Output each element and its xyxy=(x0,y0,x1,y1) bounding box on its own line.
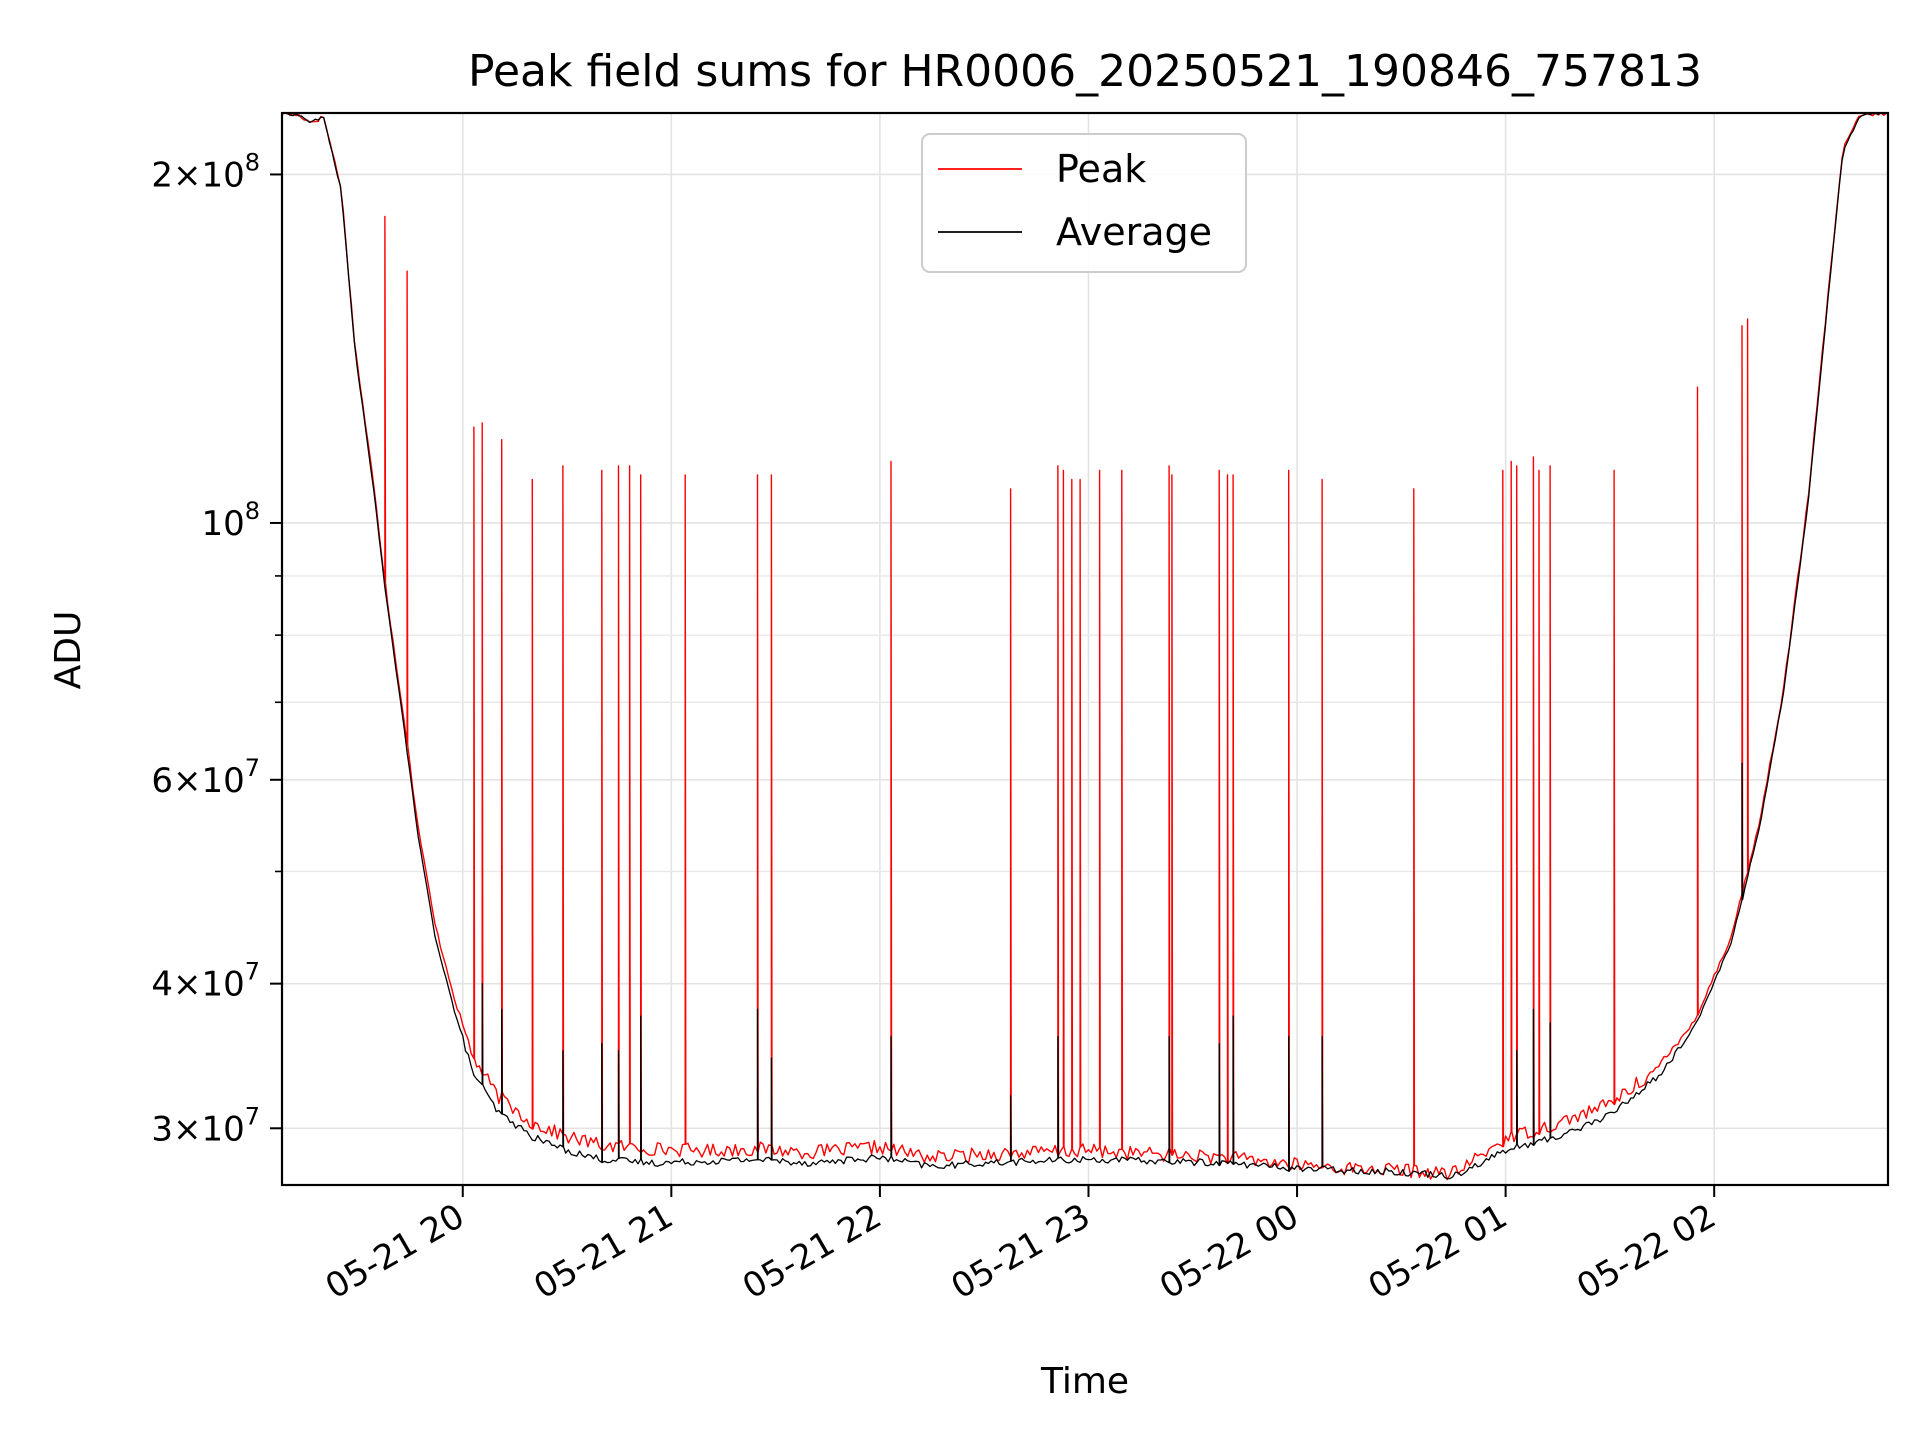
x-tick-label: 05-22 00 xyxy=(1153,1196,1305,1307)
x-tick-label: 05-22 01 xyxy=(1362,1196,1514,1307)
y-axis-ticks: 2×108 108 6×107 4×107 3×107 xyxy=(151,148,282,1149)
legend: Peak Average xyxy=(921,133,1247,273)
plot-series xyxy=(281,112,1888,1181)
x-tick-label: 05-21 23 xyxy=(945,1196,1097,1307)
x-tick-label: 05-21 21 xyxy=(527,1196,679,1307)
x-axis-label: Time xyxy=(1040,1361,1129,1402)
y-tick-label: 2×108 xyxy=(151,148,260,195)
y-tick-label: 4×107 xyxy=(151,958,260,1005)
y-tick-label: 108 xyxy=(201,497,260,544)
plot-frame xyxy=(280,111,1890,1187)
x-tick-label: 05-21 20 xyxy=(319,1196,471,1307)
x-tick-label: 05-22 02 xyxy=(1570,1196,1722,1307)
grid xyxy=(282,113,1888,1185)
y-tick-label: 3×107 xyxy=(151,1102,260,1149)
series-line-peak xyxy=(281,112,1888,1181)
y-axis-label: ADU xyxy=(48,611,89,690)
legend-label-peak: Peak xyxy=(1056,147,1146,191)
x-axis-ticks: 05-21 20 05-21 21 05-21 22 05-21 23 05-22 00… xyxy=(319,1185,1723,1307)
legend-label-average: Average xyxy=(1056,210,1212,254)
series-line-average xyxy=(281,112,1887,1180)
x-tick-label: 05-21 22 xyxy=(736,1196,888,1307)
y-tick-label: 6×107 xyxy=(151,754,260,801)
chart-title: Peak field sums for HR0006_20250521_1908… xyxy=(468,46,1702,97)
